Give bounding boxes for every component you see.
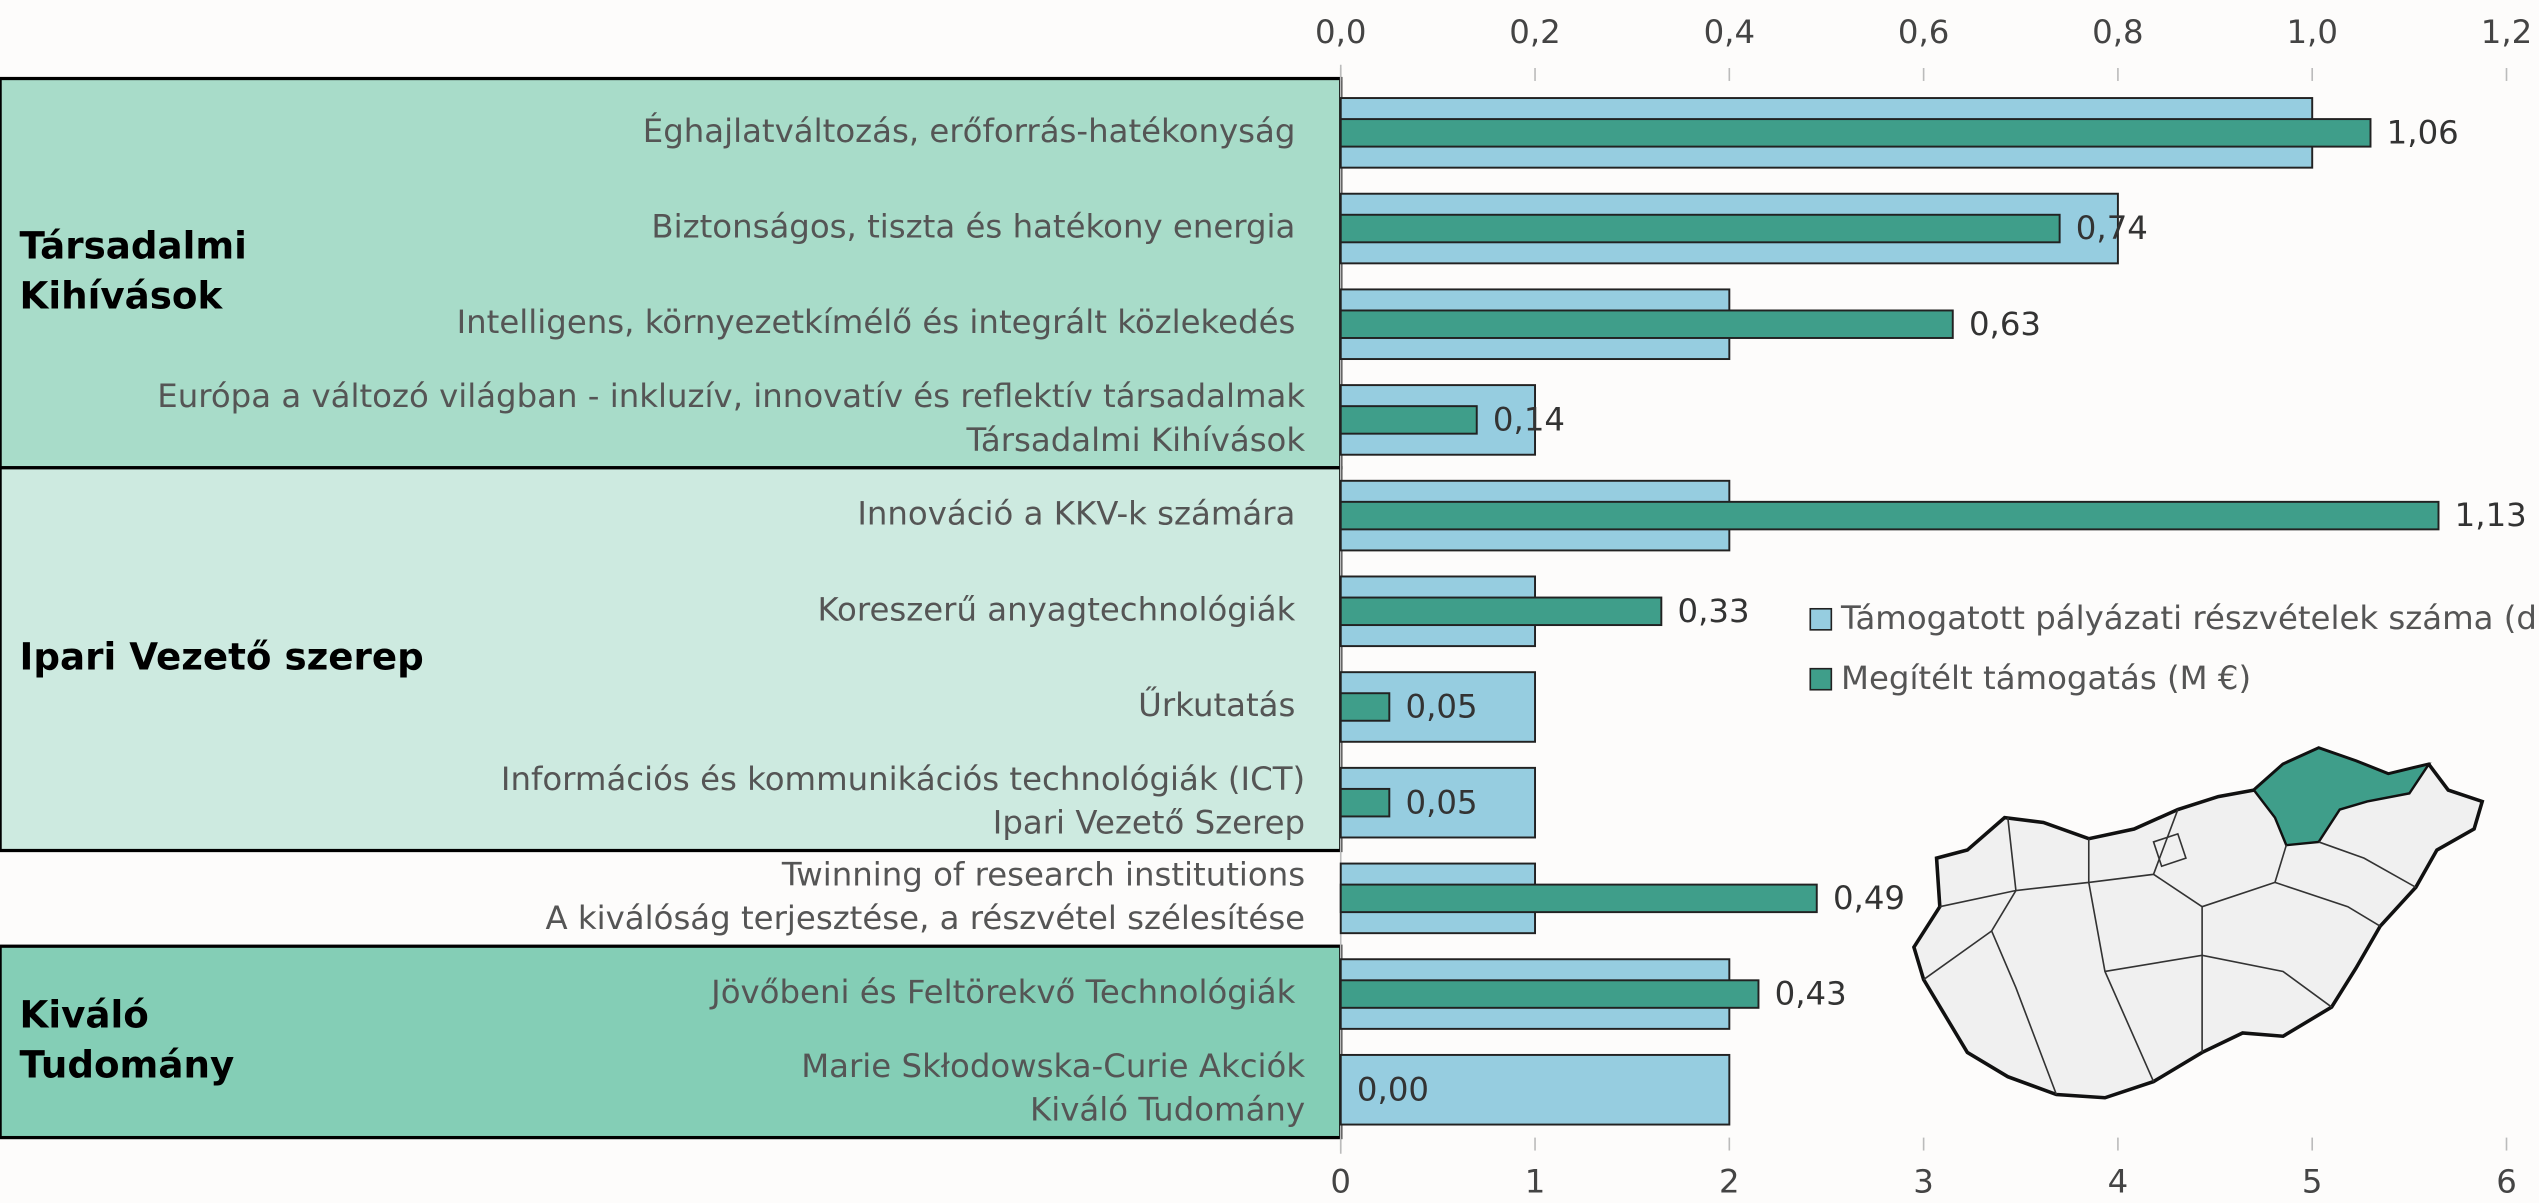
category-label: Marie Skłodowska-Curie Akciók <box>801 1047 1305 1085</box>
funding-bar <box>1339 309 1954 339</box>
value-label: 0,63 <box>1969 305 2041 343</box>
category-label: Twinning of research institutions <box>781 856 1305 894</box>
x-tick-label: 1 <box>1525 1163 1546 1201</box>
category-label: Intelligens, környezetkímélő és integrál… <box>457 303 1296 341</box>
x-tick-label: 0 <box>1330 1163 1351 1201</box>
group-label: Ipari Vezető szerep <box>20 635 424 679</box>
value-label: 1,13 <box>2455 496 2527 534</box>
x-tick-label: 2 <box>1719 1163 1740 1201</box>
value-label: 0,00 <box>1357 1070 1429 1108</box>
category-label: Űrkutatás <box>1138 685 1295 724</box>
value-label: 0,74 <box>2076 209 2148 247</box>
category-label: A kiválóság terjesztése, a részvétel szé… <box>545 899 1305 937</box>
funding-bar <box>1339 596 1663 627</box>
group-box <box>0 944 1343 1140</box>
value-label: 0,43 <box>1775 975 1847 1013</box>
funding-bar <box>1339 883 1818 914</box>
category-label: Európa a változó világban - inkluzív, in… <box>157 377 1305 415</box>
category-label: Jövőbeni és Feltörekvő Technológiák <box>709 973 1295 1011</box>
value-label: 0,05 <box>1406 688 1478 726</box>
category-label: Innováció a KKV-k számára <box>857 495 1295 533</box>
legend-swatch <box>1809 667 1833 691</box>
map-county-borders <box>1923 809 2417 1095</box>
x-tick-label: 3 <box>1913 1163 1934 1201</box>
x-tick-label: 5 <box>2302 1163 2323 1201</box>
x2-tick-label: 0,0 <box>1315 13 1367 51</box>
value-label: 0,49 <box>1833 879 1905 917</box>
x2-tick-label: 0,4 <box>1704 13 1756 51</box>
value-label: 0,14 <box>1493 401 1565 439</box>
hungary-map <box>1911 746 2485 1100</box>
legend-swatch <box>1809 607 1833 631</box>
category-label: Információs és kommunikációs technológiá… <box>501 760 1305 798</box>
group-box <box>0 76 1343 470</box>
group-boxes: Társadalmi Kihívások Ipari Vezető szerep Ki… <box>0 76 1343 1140</box>
category-label: Társadalmi Kihívások <box>965 421 1305 459</box>
category-label: Kiváló Tudomány <box>1030 1091 1305 1129</box>
group-label: Kiváló <box>20 992 149 1036</box>
x2-tick-label: 0,2 <box>1509 13 1561 51</box>
value-label: 1,06 <box>2387 113 2459 151</box>
funding-bar <box>1339 692 1391 722</box>
x2-tick-label: 0,8 <box>2092 13 2144 51</box>
map-outline <box>1911 746 2485 1100</box>
funding-bar <box>1339 213 2061 244</box>
category-label: Biztonságos, tiszta és hatékony energia <box>651 208 1295 246</box>
funding-bar <box>1339 118 2372 148</box>
group-label: Kihívások <box>20 274 224 318</box>
funding-bar <box>1339 500 2440 531</box>
group-label: Tudomány <box>20 1042 235 1086</box>
x-tick-label: 6 <box>2496 1163 2517 1201</box>
category-label: Koreszerű anyagtechnológiák <box>817 590 1295 628</box>
category-label: Éghajlatváltozás, erőforrás-hatékonyság <box>643 112 1296 150</box>
legend-label: Támogatott pályázati részvételek száma (… <box>1840 599 2539 637</box>
x2-tick-label: 1,0 <box>2286 13 2338 51</box>
x2-tick-label: 1,2 <box>2481 13 2533 51</box>
legend-label: Megítélt támogatás (M €) <box>1841 659 2251 697</box>
x-tick-label: 4 <box>2108 1163 2129 1201</box>
funding-bar <box>1339 405 1478 435</box>
funding-bar <box>1339 979 1760 1009</box>
group-label: Társadalmi <box>20 224 247 268</box>
x2-tick-label: 0,6 <box>1898 13 1950 51</box>
value-label: 0,05 <box>1406 783 1478 821</box>
value-label: 0,33 <box>1678 592 1750 630</box>
funding-bar <box>1339 787 1391 818</box>
count-bar <box>1339 1053 1731 1126</box>
category-label: Ipari Vezető Szerep <box>993 804 1305 842</box>
